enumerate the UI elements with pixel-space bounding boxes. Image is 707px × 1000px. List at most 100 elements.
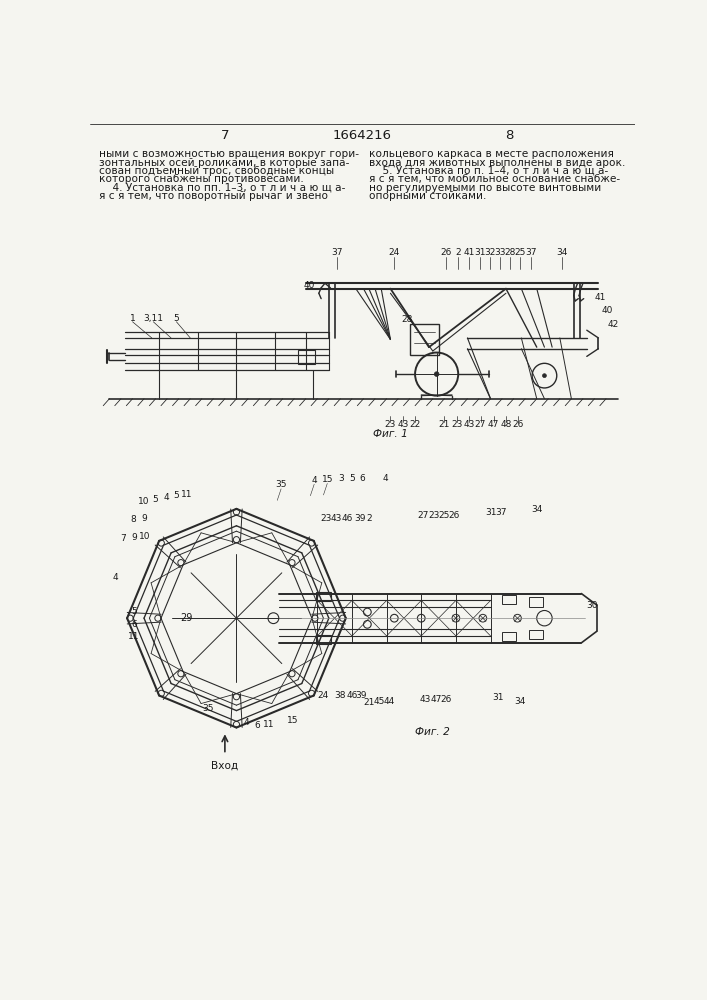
Text: 10: 10 <box>139 497 150 506</box>
Text: 4: 4 <box>311 476 317 485</box>
Text: я с я тем, что мобильное основание снабже-: я с я тем, что мобильное основание снабж… <box>369 174 620 184</box>
Text: 4. Установка по пп. 1–3, о т л и ч а ю щ а-: 4. Установка по пп. 1–3, о т л и ч а ю щ… <box>100 183 346 193</box>
Text: 33: 33 <box>494 248 506 257</box>
Bar <box>529 630 543 639</box>
Text: 45: 45 <box>373 697 385 706</box>
Text: 40: 40 <box>303 281 315 290</box>
Text: 39: 39 <box>356 691 367 700</box>
Text: 40: 40 <box>602 306 613 315</box>
Text: 4: 4 <box>244 718 250 727</box>
Text: 3,11: 3,11 <box>144 314 163 323</box>
Text: которого снабжены противовесами.: которого снабжены противовесами. <box>100 174 304 184</box>
Text: 48: 48 <box>501 420 512 429</box>
Text: 3: 3 <box>338 474 344 483</box>
Text: 35: 35 <box>275 480 287 489</box>
Bar <box>409 324 439 355</box>
Text: 34: 34 <box>514 697 525 706</box>
Text: 26: 26 <box>513 420 524 429</box>
Text: 37: 37 <box>496 508 507 517</box>
Text: 39: 39 <box>354 514 366 523</box>
Text: 8: 8 <box>506 129 514 142</box>
Text: зонтальных осей роликами, в которые запа-: зонтальных осей роликами, в которые запа… <box>100 158 350 168</box>
Text: опорными стойками.: опорными стойками. <box>369 191 486 201</box>
Text: 6: 6 <box>255 721 260 730</box>
Text: 29: 29 <box>180 613 192 623</box>
Text: 9: 9 <box>141 514 147 523</box>
Bar <box>529 597 543 607</box>
Text: 9: 9 <box>132 533 137 542</box>
Text: 15: 15 <box>322 475 333 484</box>
Text: 25: 25 <box>514 248 525 257</box>
Text: 5. Установка по п. 1–4, о т л и ч а ю щ а-: 5. Установка по п. 1–4, о т л и ч а ю щ … <box>369 166 608 176</box>
Text: 42: 42 <box>607 320 619 329</box>
Text: 38: 38 <box>334 691 346 700</box>
Text: 21: 21 <box>438 420 450 429</box>
Text: 43: 43 <box>397 420 409 429</box>
Text: кольцевого каркаса в месте расположения: кольцевого каркаса в месте расположения <box>369 149 614 159</box>
Text: 27: 27 <box>475 420 486 429</box>
Text: 7: 7 <box>120 534 126 543</box>
Text: 4: 4 <box>382 474 388 483</box>
Text: 41: 41 <box>463 248 474 257</box>
Text: 4: 4 <box>163 493 169 502</box>
Text: 35: 35 <box>202 704 214 713</box>
Text: 10: 10 <box>139 532 151 541</box>
Text: 24: 24 <box>389 248 400 257</box>
Text: Фиг. 1: Фиг. 1 <box>373 429 408 439</box>
Text: 47: 47 <box>431 695 443 704</box>
Text: 41: 41 <box>595 293 606 302</box>
Text: 43: 43 <box>463 420 474 429</box>
Text: 11: 11 <box>263 720 274 729</box>
Text: 4: 4 <box>112 573 118 582</box>
Text: 28: 28 <box>504 248 515 257</box>
Text: 26: 26 <box>440 248 452 257</box>
Text: я с я тем, что поворотный рычаг и звено: я с я тем, что поворотный рычаг и звено <box>100 191 328 201</box>
Bar <box>502 632 516 641</box>
Text: 8: 8 <box>130 515 136 524</box>
Text: Фиг. 2: Фиг. 2 <box>416 727 450 737</box>
Text: 46: 46 <box>341 514 353 523</box>
Text: 5: 5 <box>173 491 180 500</box>
Text: 26: 26 <box>449 511 460 520</box>
Bar <box>316 592 331 601</box>
Text: 23: 23 <box>385 420 396 429</box>
Text: 15: 15 <box>287 716 298 725</box>
Text: 24: 24 <box>318 691 329 700</box>
Text: 23: 23 <box>451 420 462 429</box>
Text: 43: 43 <box>331 514 342 523</box>
Text: 6: 6 <box>360 474 366 483</box>
Text: 34: 34 <box>531 505 542 514</box>
Text: 22: 22 <box>409 420 421 429</box>
Circle shape <box>542 374 547 378</box>
Text: 27: 27 <box>417 511 428 520</box>
Text: 26: 26 <box>440 695 452 704</box>
Text: 32: 32 <box>484 248 496 257</box>
Text: 5: 5 <box>132 607 137 616</box>
Text: 11: 11 <box>182 490 193 499</box>
Text: 31: 31 <box>474 248 486 257</box>
Text: 47: 47 <box>488 420 499 429</box>
Text: 1: 1 <box>129 314 135 323</box>
Text: 43: 43 <box>419 695 431 704</box>
Text: 5: 5 <box>153 495 158 504</box>
Text: но регулируемыми по высоте винтовыми: но регулируемыми по высоте винтовыми <box>369 183 601 193</box>
Text: 37: 37 <box>525 248 537 257</box>
Text: 5: 5 <box>349 474 355 483</box>
Text: 5: 5 <box>173 314 180 323</box>
Text: 1664216: 1664216 <box>332 129 392 142</box>
Bar <box>298 350 315 364</box>
Bar <box>502 595 516 604</box>
Text: 21: 21 <box>363 698 375 707</box>
Text: 7: 7 <box>221 129 229 142</box>
Text: 25: 25 <box>438 511 450 520</box>
Text: 34: 34 <box>556 248 568 257</box>
Text: Вход: Вход <box>211 760 238 770</box>
Text: 31: 31 <box>493 693 504 702</box>
Text: 2: 2 <box>455 248 461 257</box>
Text: 46: 46 <box>346 691 358 700</box>
Bar <box>316 635 331 644</box>
Text: 28: 28 <box>402 315 413 324</box>
Text: 31: 31 <box>485 508 496 517</box>
Text: 44: 44 <box>383 697 395 706</box>
Text: 2: 2 <box>366 514 372 523</box>
